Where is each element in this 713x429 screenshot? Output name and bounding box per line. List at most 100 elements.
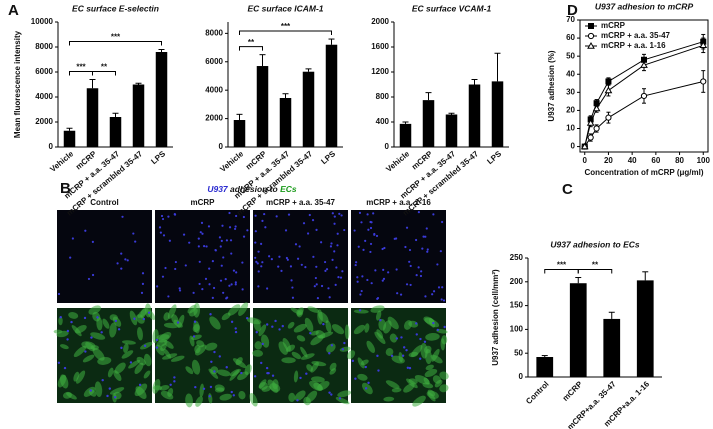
- y-tick-label: 10: [566, 124, 575, 133]
- y-tick-label: 250: [510, 253, 524, 262]
- significance-bracket: [239, 46, 263, 51]
- cell-body: [92, 347, 105, 361]
- point: [699, 41, 708, 49]
- micrograph: [155, 210, 250, 303]
- cell-body: [192, 324, 200, 333]
- cell-body: [288, 392, 296, 403]
- cell-body: [339, 346, 351, 352]
- y-axis-label: U937 adhesion (%): [547, 50, 556, 121]
- cell-body: [311, 376, 325, 383]
- point: [605, 114, 612, 121]
- cell-body: [59, 374, 69, 389]
- cell-dot: [312, 255, 315, 258]
- nucleus: [213, 370, 216, 373]
- cell-body: [85, 342, 95, 352]
- cell-dot: [426, 248, 429, 251]
- cell-dot: [313, 285, 316, 288]
- cell-dot: [204, 277, 208, 280]
- point: [593, 125, 600, 132]
- nucleus: [305, 372, 308, 375]
- cell-dot: [208, 267, 211, 270]
- cell-body: [325, 320, 332, 333]
- cell-dot: [192, 291, 195, 294]
- title-part: ECs: [280, 184, 297, 194]
- point: [580, 142, 589, 150]
- bar: [422, 100, 435, 147]
- nucleus: [253, 375, 257, 378]
- cell-dot: [341, 270, 344, 273]
- cell-dot: [408, 260, 411, 263]
- cell-dot: [141, 272, 145, 275]
- cell-body: [385, 380, 400, 389]
- cell-body: [296, 309, 304, 318]
- cell-dot: [308, 213, 311, 217]
- cell-body: [337, 390, 352, 398]
- cell-dot: [220, 239, 223, 242]
- cell-dot: [71, 237, 74, 240]
- cell-dot: [197, 237, 200, 240]
- cell-dot: [134, 240, 137, 243]
- cell-dot: [285, 256, 288, 260]
- cell-dot: [160, 214, 164, 218]
- cell-body: [425, 364, 434, 371]
- cell-dot: [353, 229, 356, 232]
- bar: [491, 81, 504, 147]
- bar: [636, 280, 654, 377]
- cell-dot: [178, 287, 181, 290]
- cell-dot: [354, 263, 357, 267]
- cell-dot: [229, 239, 233, 242]
- cell-body: [258, 379, 267, 389]
- cell-dot: [382, 277, 386, 280]
- cell-body: [107, 367, 114, 378]
- cell-dot: [228, 211, 231, 215]
- cell-body: [160, 390, 174, 400]
- legend-marker: [588, 23, 594, 29]
- cell-dot: [339, 276, 343, 279]
- significance-label: ***: [111, 33, 121, 42]
- cell-body: [249, 392, 258, 407]
- cell-body: [427, 389, 436, 397]
- nucleus: [400, 336, 403, 339]
- significance-bracket: [577, 269, 613, 274]
- y-tick-label: 0: [49, 142, 54, 151]
- nucleus: [213, 350, 216, 354]
- y-tick-label: 100: [510, 325, 524, 334]
- nucleus: [230, 390, 233, 394]
- y-tick-label: 0: [519, 372, 524, 381]
- nucleus: [209, 385, 213, 389]
- cell-dot: [325, 268, 329, 271]
- cell-dot: [234, 283, 237, 286]
- nucleus: [271, 374, 275, 377]
- cell-body: [346, 350, 356, 360]
- cell-dot: [222, 291, 225, 294]
- cell-dot: [414, 238, 418, 242]
- cell-body: [235, 357, 243, 366]
- cell-dot: [235, 271, 238, 274]
- cell-dot: [218, 236, 222, 239]
- cell-dot: [141, 282, 145, 285]
- cell-body: [414, 374, 430, 385]
- nucleus: [330, 344, 334, 347]
- cell-body: [68, 312, 79, 319]
- significance-label: **: [592, 261, 599, 270]
- cell-dot: [358, 211, 362, 214]
- cell-body: [370, 305, 385, 313]
- y-tick-label: 0: [571, 142, 576, 151]
- cell-body: [391, 387, 402, 393]
- cell-dot: [261, 261, 264, 264]
- cell-body: [156, 334, 170, 340]
- nucleus: [338, 397, 342, 400]
- cell-body: [59, 344, 69, 350]
- nucleus: [208, 395, 211, 398]
- cell-body: [205, 342, 218, 351]
- nucleus: [120, 346, 123, 350]
- cell-dot: [333, 250, 336, 253]
- cell-body: [128, 359, 141, 369]
- cell-dot: [357, 245, 360, 248]
- cell-dot: [409, 283, 412, 287]
- cell-dot: [315, 265, 318, 268]
- cell-dot: [214, 248, 217, 252]
- cell-dot: [314, 276, 317, 280]
- chart-title: EC surface ICAM-1: [247, 3, 323, 13]
- bar: [536, 357, 554, 377]
